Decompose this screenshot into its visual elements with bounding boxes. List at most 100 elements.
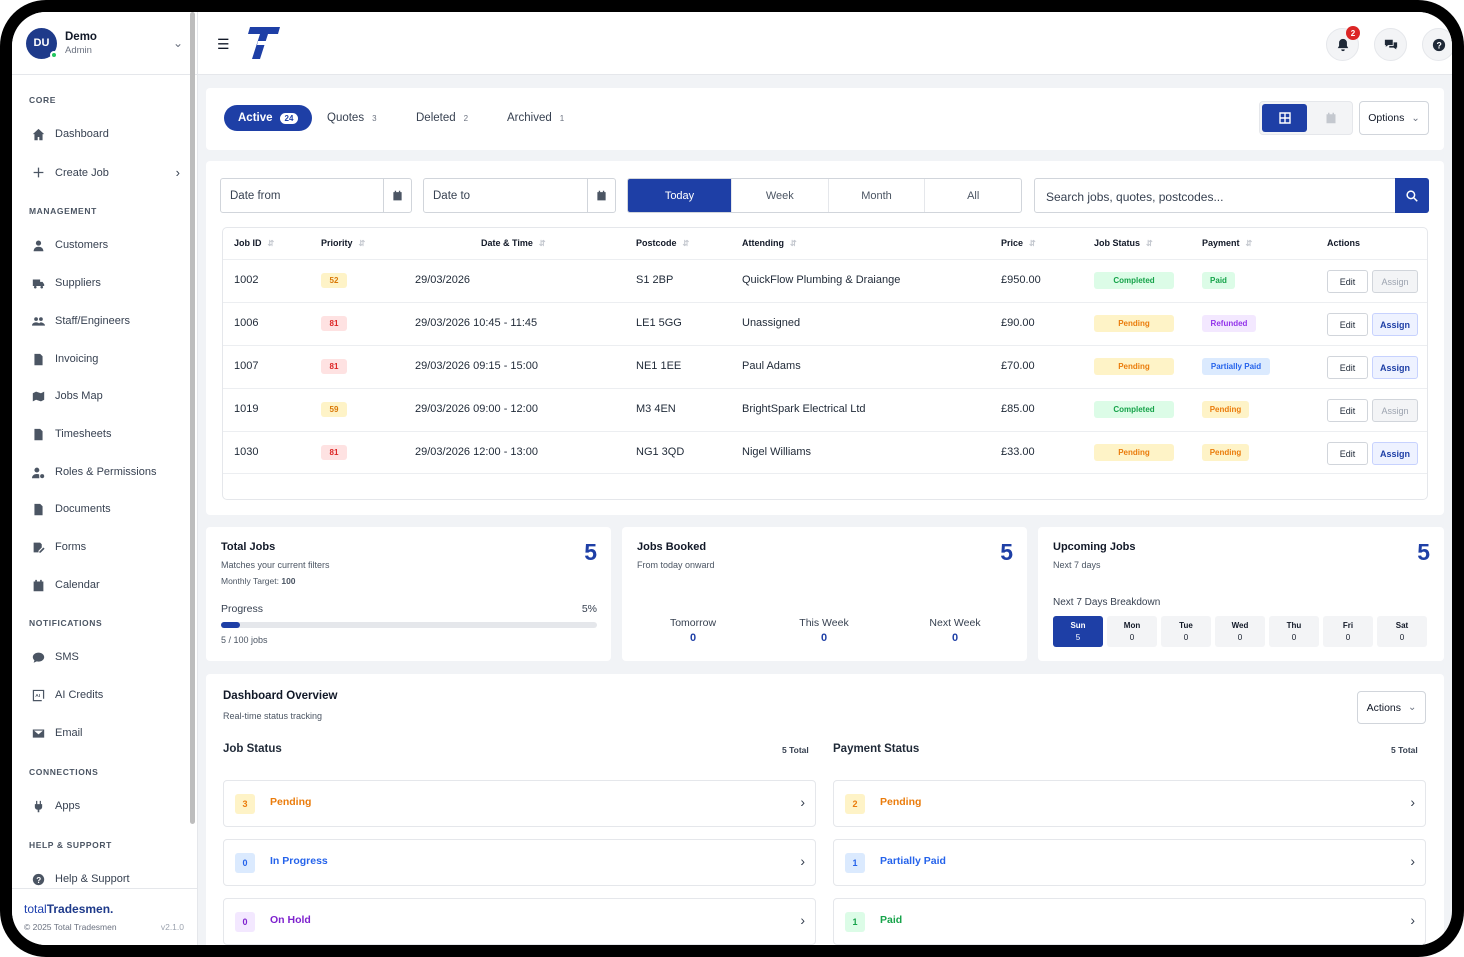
day-wed[interactable]: Wed 0	[1215, 616, 1265, 647]
edit-button[interactable]: Edit	[1327, 442, 1368, 465]
edit-button[interactable]: Edit	[1327, 399, 1368, 422]
search-button[interactable]	[1395, 178, 1429, 213]
menu-toggle-icon[interactable]: ☰	[217, 36, 230, 52]
column-header-attending[interactable]: Attending ⇵	[742, 238, 797, 248]
tab-quotes[interactable]: Quotes 3	[327, 105, 377, 131]
day-mon[interactable]: Mon 0	[1107, 616, 1157, 647]
assign-button[interactable]: Assign	[1372, 399, 1418, 422]
tab-active[interactable]: Active 24	[224, 105, 313, 131]
sidebar-item-apps[interactable]: Apps	[30, 799, 180, 813]
sidebar-item-sms[interactable]: SMS	[30, 650, 180, 664]
overview-subtitle: Real-time status tracking	[223, 711, 323, 721]
chevron-down-icon: ⌄	[1408, 702, 1417, 713]
options-dropdown[interactable]: Options ⌄	[1359, 101, 1429, 135]
column-header-price[interactable]: Price ⇵	[1001, 238, 1036, 248]
priority-badge: 81	[321, 445, 347, 460]
assign-button[interactable]: Assign	[1372, 442, 1418, 465]
status-row-on-hold[interactable]: 0 On Hold ›	[223, 898, 816, 945]
day-fri[interactable]: Fri 0	[1323, 616, 1373, 647]
sidebar-item-staff-engineers[interactable]: Staff/Engineers	[30, 314, 180, 328]
payment-row-partially-paid[interactable]: 1 Partially Paid ›	[833, 839, 1426, 886]
day-name: Mon	[1123, 621, 1141, 630]
table-row[interactable]: 1002 52 29/03/2026 S1 2BP QuickFlow Plum…	[223, 259, 1427, 302]
table-row[interactable]: 1030 81 29/03/2026 12:00 - 13:00 NG1 3QD…	[223, 431, 1427, 474]
sidebar-item-jobs-map[interactable]: Jobs Map	[30, 389, 180, 403]
search-input[interactable]: Search jobs, quotes, postcodes...	[1034, 178, 1429, 213]
sidebar-item-email[interactable]: Email	[30, 726, 180, 740]
edit-button[interactable]: Edit	[1327, 270, 1368, 293]
calendar-icon[interactable]	[587, 179, 615, 212]
sidebar-item-customers[interactable]: Customers	[30, 238, 180, 252]
payment-row-paid[interactable]: 1 Paid ›	[833, 898, 1426, 945]
column-header-job-status[interactable]: Job Status ⇵	[1094, 238, 1153, 248]
day-thu[interactable]: Thu 0	[1269, 616, 1319, 647]
section-help: HELP & SUPPORT	[29, 840, 112, 850]
day-tue[interactable]: Tue 0	[1161, 616, 1211, 647]
column-header-payment[interactable]: Payment ⇵	[1202, 238, 1252, 248]
avatar-initials: DU	[33, 37, 50, 49]
assign-button[interactable]: Assign	[1372, 356, 1418, 379]
section-notifications: NOTIFICATIONS	[29, 618, 103, 628]
table-row[interactable]: 1007 81 29/03/2026 09:15 - 15:00 NE1 1EE…	[223, 345, 1427, 388]
sidebar-scrollbar[interactable]	[190, 12, 195, 824]
sidebar-item-timesheets[interactable]: Timesheets	[30, 427, 180, 441]
status-label: Partially Paid	[880, 855, 946, 867]
sidebar-item-documents[interactable]: Documents	[30, 502, 180, 516]
sidebar-item-ai-credits[interactable]: AI AI Credits	[30, 688, 180, 702]
sidebar-item-help-support[interactable]: ? Help & Support	[30, 872, 180, 886]
sidebar-item-create-job[interactable]: Create Job ›	[30, 165, 180, 180]
date-from-input[interactable]: Date from	[220, 178, 412, 213]
table-view-button[interactable]	[1262, 104, 1307, 132]
assign-button[interactable]: Assign	[1372, 270, 1418, 293]
status-row-pending[interactable]: 3 Pending ›	[223, 780, 816, 827]
edit-button[interactable]: Edit	[1327, 313, 1368, 336]
day-name: Thu	[1286, 621, 1302, 630]
column-header-date-time[interactable]: Date & Time ⇵	[481, 238, 546, 248]
sidebar-item-invoicing[interactable]: Invoicing	[30, 352, 180, 366]
help-button[interactable]: ?	[1422, 28, 1452, 61]
column-header-postcode[interactable]: Postcode ⇵	[636, 238, 689, 248]
table-row[interactable]: 1019 59 29/03/2026 09:00 - 12:00 M3 4EN …	[223, 388, 1427, 431]
day-sat[interactable]: Sat 0	[1377, 616, 1427, 647]
sidebar-item-roles-permissions[interactable]: Roles & Permissions	[30, 465, 180, 479]
sidebar-footer: totalTradesmen. © 2025 Total Tradesmen v2…	[12, 888, 198, 945]
logo[interactable]	[244, 25, 282, 66]
date-to-input[interactable]: Date to	[423, 178, 616, 213]
topbar: ☰ 2 ?	[198, 12, 1452, 75]
day-sun[interactable]: Sun 5	[1053, 616, 1103, 647]
sidebar-item-calendar[interactable]: Calendar	[30, 578, 180, 592]
range-week[interactable]: Week	[732, 179, 829, 212]
search-placeholder: Search jobs, quotes, postcodes...	[1046, 190, 1224, 204]
sidebar-item-label: Staff/Engineers	[55, 315, 131, 327]
header-label: Actions	[1327, 238, 1361, 248]
range-all[interactable]: All	[967, 189, 980, 202]
column-header-job-id[interactable]: Job ID ⇵	[234, 238, 274, 248]
sidebar-item-label: Timesheets	[55, 428, 112, 440]
column-header-priority[interactable]: Priority ⇵	[321, 238, 365, 248]
day-count: 0	[1237, 633, 1243, 642]
calendar-icon	[1326, 112, 1335, 124]
table-row[interactable]: 1006 81 29/03/2026 10:45 - 11:45 LE1 5GG…	[223, 302, 1427, 345]
sidebar-item-dashboard[interactable]: Dashboard	[30, 127, 180, 141]
target-value: 100	[281, 576, 296, 586]
assign-button[interactable]: Assign	[1372, 313, 1418, 336]
edit-button[interactable]: Edit	[1327, 356, 1368, 379]
messages-button[interactable]	[1374, 28, 1407, 61]
status-row-in-progress[interactable]: 0 In Progress ›	[223, 839, 816, 886]
calendar-icon[interactable]	[383, 179, 411, 212]
range-month[interactable]: Month	[829, 179, 926, 212]
chevron-down-icon[interactable]: ⌄	[172, 36, 183, 50]
user-menu[interactable]: DU Demo Admin ⌄	[12, 12, 197, 75]
tab-archived[interactable]: Archived 1	[507, 105, 564, 131]
sidebar-item-suppliers[interactable]: Suppliers	[30, 276, 180, 290]
form-icon	[30, 540, 46, 554]
calendar-view-button[interactable]	[1309, 104, 1352, 132]
sidebar-item-forms[interactable]: Forms	[30, 540, 180, 554]
range-today[interactable]: Today	[628, 179, 732, 212]
actions-dropdown[interactable]: Actions ⌄	[1357, 691, 1426, 724]
tab-deleted[interactable]: Deleted 2	[416, 105, 468, 131]
notifications-button[interactable]: 2	[1326, 26, 1360, 61]
job-status-badge: Completed	[1094, 272, 1174, 289]
payment-row-pending[interactable]: 2 Pending ›	[833, 780, 1426, 827]
sort-icon: ⇵	[1245, 239, 1253, 248]
